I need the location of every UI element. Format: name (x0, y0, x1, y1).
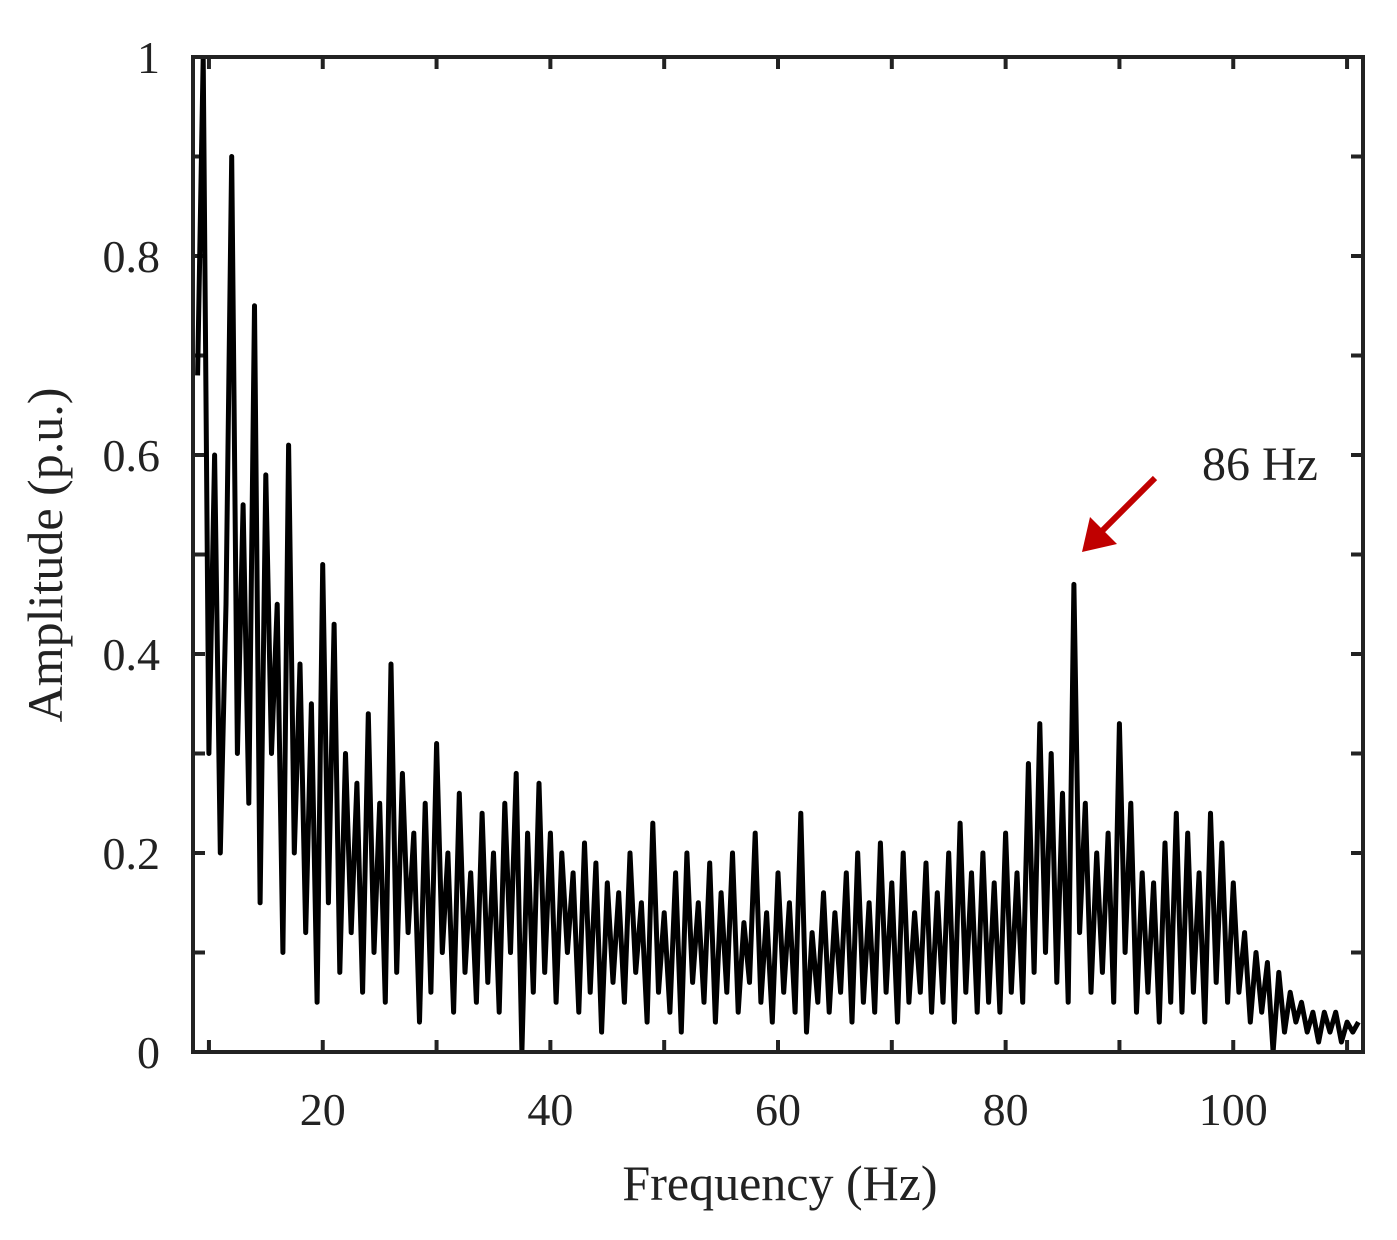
spectrum-line (195, 57, 1361, 1052)
y-tick-label: 1 (137, 32, 160, 83)
x-tick-label: 20 (300, 1084, 346, 1135)
x-axis-label: Frequency (Hz) (622, 1155, 937, 1211)
x-tick-label: 100 (1199, 1084, 1268, 1135)
x-tick-label: 60 (755, 1084, 801, 1135)
y-tick-label: 0.8 (103, 231, 161, 282)
y-tick-label: 0.2 (103, 828, 161, 879)
plot-frame (191, 55, 1365, 1054)
annotation: 86 Hz (1202, 438, 1318, 491)
x-tick-label: 40 (527, 1084, 573, 1135)
annotation-arrowhead (1082, 517, 1117, 552)
x-tick-label: 80 (983, 1084, 1029, 1135)
y-axis-label: Amplitude (p.u.) (17, 388, 73, 723)
y-tick-label: 0.4 (103, 629, 161, 680)
y-tick-label: 0.6 (103, 430, 161, 481)
y-tick-label: 0 (137, 1027, 160, 1078)
annotation-arrow (1097, 475, 1158, 536)
